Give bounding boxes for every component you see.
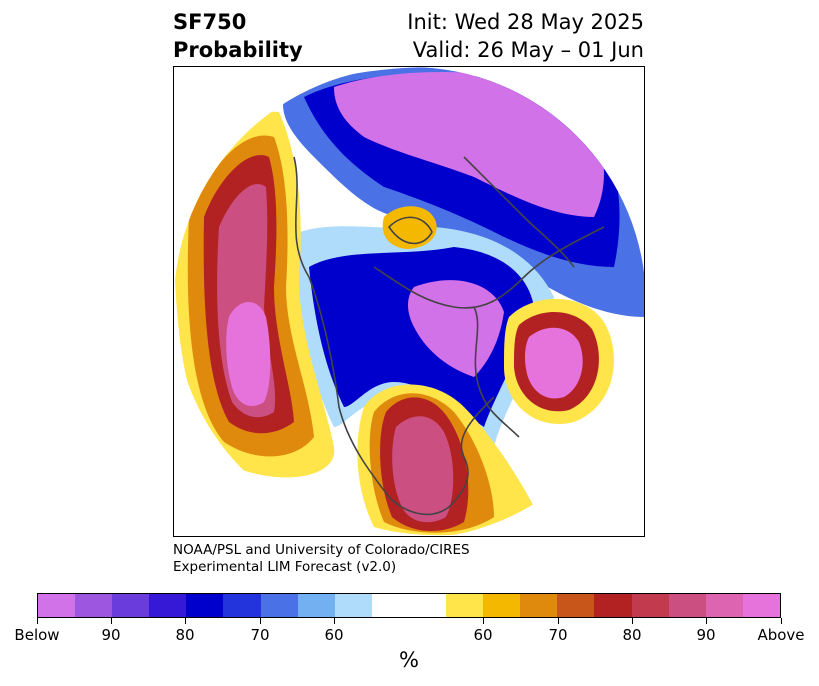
colorbar-tick-label: 90 bbox=[696, 626, 716, 644]
pacific-positive-peak bbox=[226, 302, 271, 407]
north-america-positive-core bbox=[392, 416, 454, 523]
colorbar-tick bbox=[260, 618, 261, 624]
colorbar-segment bbox=[705, 594, 743, 617]
variable-name: SF750 bbox=[173, 10, 247, 34]
colorbar-tick-label: Below bbox=[14, 626, 60, 644]
colorbar-tick bbox=[334, 618, 335, 624]
colorbar-segment bbox=[557, 594, 595, 617]
colorbar-segment bbox=[260, 594, 298, 617]
colorbar-segment bbox=[334, 594, 372, 617]
colorbar-segment bbox=[112, 594, 150, 617]
colorbar-tick bbox=[781, 618, 782, 624]
colorbar-segment bbox=[38, 594, 76, 617]
init-date: Init: Wed 28 May 2025 bbox=[407, 10, 644, 34]
colorbar-segment bbox=[631, 594, 669, 617]
chart-title: SF750 Probability bbox=[173, 8, 303, 64]
colorbar-segment bbox=[186, 594, 224, 617]
probability-map bbox=[174, 67, 644, 536]
north-america-coastline bbox=[293, 156, 495, 516]
colorbar-tick-label: 70 bbox=[250, 626, 270, 644]
eurasia-coastline bbox=[373, 226, 605, 309]
credit-line-1: NOAA/PSL and University of Colorado/CIRE… bbox=[173, 542, 470, 558]
colorbar-segment bbox=[408, 594, 447, 617]
colorbar-tick-label: 60 bbox=[473, 626, 493, 644]
arctic-negative-peak bbox=[334, 72, 604, 217]
colorbar-tick bbox=[37, 618, 38, 624]
colorbar-tick-label: Above bbox=[757, 626, 805, 644]
colorbar-tick-label: 70 bbox=[548, 626, 568, 644]
valid-range: Valid: 26 May – 01 Jun bbox=[412, 38, 644, 62]
colorbar-segment bbox=[371, 594, 409, 617]
colorbar-tick bbox=[632, 618, 633, 624]
colorbar-tick bbox=[558, 618, 559, 624]
colorbar-tick-label: 80 bbox=[175, 626, 195, 644]
atlantic-positive-core bbox=[525, 327, 583, 399]
greenland-positive-blob bbox=[382, 206, 437, 249]
colorbar-tick-label: 60 bbox=[324, 626, 344, 644]
credit-line-2: Experimental LIM Forecast (v2.0) bbox=[173, 559, 397, 575]
probability-field bbox=[174, 67, 644, 536]
colorbar-segment bbox=[520, 594, 558, 617]
credit-text: NOAA/PSL and University of Colorado/CIRE… bbox=[173, 542, 470, 576]
central-negative-core bbox=[408, 280, 504, 377]
map-panel bbox=[173, 66, 645, 537]
colorbar-tick bbox=[706, 618, 707, 624]
colorbar-tick bbox=[185, 618, 186, 624]
colorbar-tick-label: 80 bbox=[622, 626, 642, 644]
colorbar-segment bbox=[223, 594, 261, 617]
colorbar-segment bbox=[742, 594, 780, 617]
colorbar-segment bbox=[668, 594, 706, 617]
colorbar-segment bbox=[149, 594, 187, 617]
colorbar bbox=[37, 593, 781, 618]
colorbar-tick bbox=[111, 618, 112, 624]
colorbar-segment bbox=[446, 594, 484, 617]
asia-coastline bbox=[473, 306, 520, 438]
coastlines bbox=[293, 156, 605, 516]
colorbar-segment bbox=[483, 594, 521, 617]
colorbar-segment bbox=[75, 594, 113, 617]
colorbar-segment bbox=[297, 594, 335, 617]
europe-coastline bbox=[463, 156, 575, 268]
greenland-coastline bbox=[388, 216, 433, 245]
date-info: Init: Wed 28 May 2025 Valid: 26 May – 01… bbox=[407, 8, 644, 64]
colorbar-unit: % bbox=[399, 648, 419, 672]
colorbar-segment bbox=[594, 594, 632, 617]
product-name: Probability bbox=[173, 38, 303, 62]
colorbar-tick-label: 90 bbox=[101, 626, 121, 644]
colorbar-tick bbox=[483, 618, 484, 624]
